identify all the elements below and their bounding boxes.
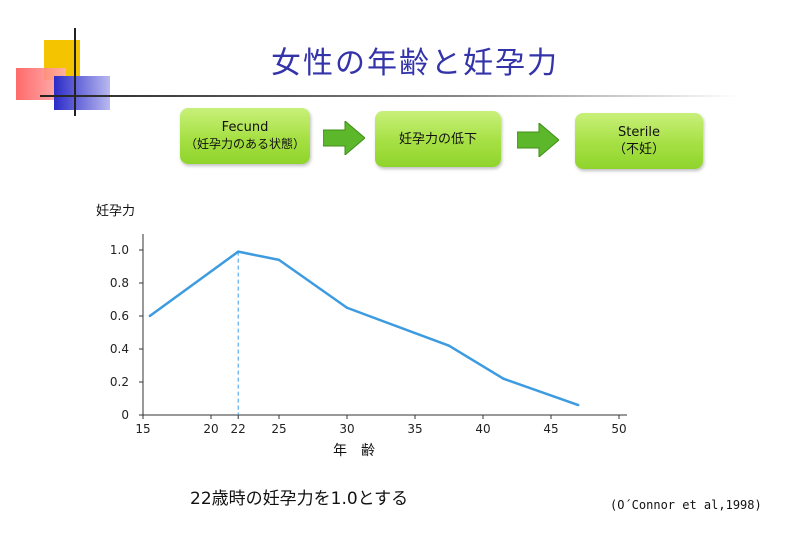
- data-point: [277, 258, 281, 262]
- data-point: [345, 306, 349, 309]
- citation: (O´Connor et al,1998): [610, 498, 762, 512]
- chart-ticks: 0 0.2 0.4 0.6 0.8 1.0 15 20 22 25 30 35 40 45 50: [110, 243, 627, 436]
- x-tick-label: 15: [135, 422, 150, 436]
- y-tick-label: 0: [121, 408, 129, 422]
- data-point: [447, 344, 451, 347]
- x-tick-label: 20: [203, 422, 218, 436]
- flow-box-sterile-line2: （不妊）: [612, 142, 665, 157]
- decor-vertical-line: [74, 28, 76, 116]
- flow-arrow-1: [323, 121, 365, 155]
- y-tick-label: 0.6: [110, 309, 129, 323]
- y-tick-label: 0.8: [110, 276, 129, 290]
- x-tick-label: 45: [543, 422, 558, 436]
- data-point: [577, 403, 580, 407]
- y-axis-title: 妊孕力: [96, 204, 136, 219]
- title-underline: [40, 95, 740, 97]
- data-point: [502, 377, 505, 380]
- x-tick-label: 25: [271, 422, 286, 436]
- data-point: [148, 314, 151, 318]
- flow-box-fecund-line1: Fecund: [221, 120, 269, 135]
- flow-box-fecund: Fecund （妊孕力のある状態）: [180, 108, 310, 164]
- chart-axes: [142, 234, 627, 416]
- x-tick-label: 50: [611, 422, 626, 436]
- y-tick-label: 1.0: [110, 243, 129, 257]
- x-tick-label: 40: [475, 422, 490, 436]
- page-title: 女性の年齢と妊孕力: [271, 46, 559, 81]
- flow-box-decline: 妊孕力の低下: [375, 111, 501, 167]
- flow-box-sterile-line1: Sterile: [618, 125, 660, 140]
- x-axis-title: 年 齢: [333, 443, 375, 459]
- y-tick-label: 0.2: [110, 375, 129, 389]
- flow-box-decline-label: 妊孕力の低下: [398, 131, 477, 147]
- chart-series: [148, 250, 580, 415]
- footnote: 22歳時の妊孕力を1.0とする: [190, 489, 409, 509]
- decor-blue-square: [54, 76, 110, 110]
- y-tick-label: 0.4: [110, 342, 129, 356]
- x-tick-label: 30: [339, 422, 354, 436]
- x-tick-label: 35: [407, 422, 422, 436]
- fertility-series-line: [149, 250, 579, 407]
- flow-box-sterile: Sterile （不妊）: [575, 113, 703, 169]
- data-point: [237, 250, 240, 253]
- flow-arrow-2: [517, 123, 559, 157]
- x-tick-label: 22: [231, 422, 246, 436]
- flow-box-fecund-line2: （妊孕力のある状態）: [184, 137, 305, 151]
